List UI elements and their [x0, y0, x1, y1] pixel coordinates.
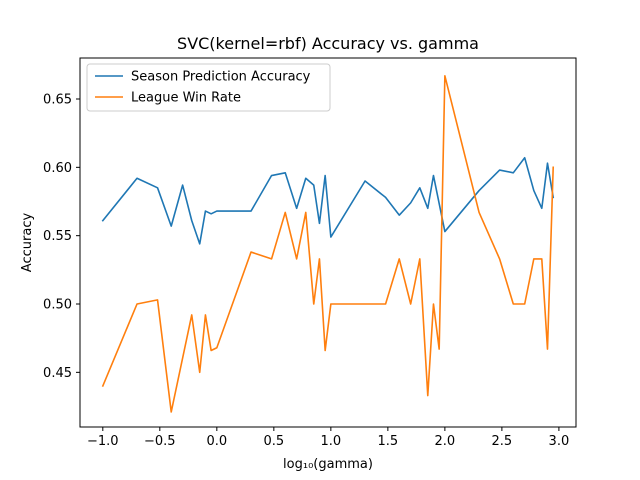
- y-axis-label: Accuracy: [20, 213, 35, 273]
- series-line-1: [101, 156, 555, 245]
- series-line-2: [101, 74, 555, 413]
- legend: Season Prediction Accuracy League Win Rat…: [86, 63, 331, 112]
- x-tick-label: 3.0: [549, 434, 570, 449]
- x-tick-label: 0.5: [263, 434, 284, 449]
- x-tick-label: 0.0: [206, 434, 227, 449]
- y-tick-label: 0.45: [43, 366, 72, 381]
- y-tick-label: 0.60: [43, 161, 72, 176]
- x-tick-label: 1.5: [378, 434, 399, 449]
- x-axis-label: log₁₀(gamma): [283, 457, 373, 472]
- plot-area: [80, 58, 576, 427]
- x-tick-label: 2.5: [492, 434, 513, 449]
- x-tick-label: −1.0: [87, 434, 119, 449]
- x-tick-label: −0.5: [144, 434, 176, 449]
- legend-entry-label: League Win Rate: [131, 91, 241, 106]
- y-tick-label: 0.65: [43, 93, 72, 108]
- x-axis: −1.0 −0.5 0.0 0.5 1.0 1.5 2.0 2.5 3.0: [87, 427, 569, 449]
- y-tick-label: 0.55: [43, 229, 72, 244]
- legend-box: [86, 63, 331, 112]
- y-tick-label: 0.50: [43, 298, 72, 313]
- series-layer: [101, 74, 555, 413]
- legend-entry-label: Season Prediction Accuracy: [131, 70, 311, 85]
- x-tick-label: 2.0: [435, 434, 456, 449]
- chart-title: SVC(kernel=rbf) Accuracy vs. gamma: [177, 34, 479, 53]
- y-axis: 0.45 0.50 0.55 0.60 0.65: [43, 93, 80, 381]
- plot-frame: [79, 57, 577, 428]
- x-tick-label: 1.0: [321, 434, 342, 449]
